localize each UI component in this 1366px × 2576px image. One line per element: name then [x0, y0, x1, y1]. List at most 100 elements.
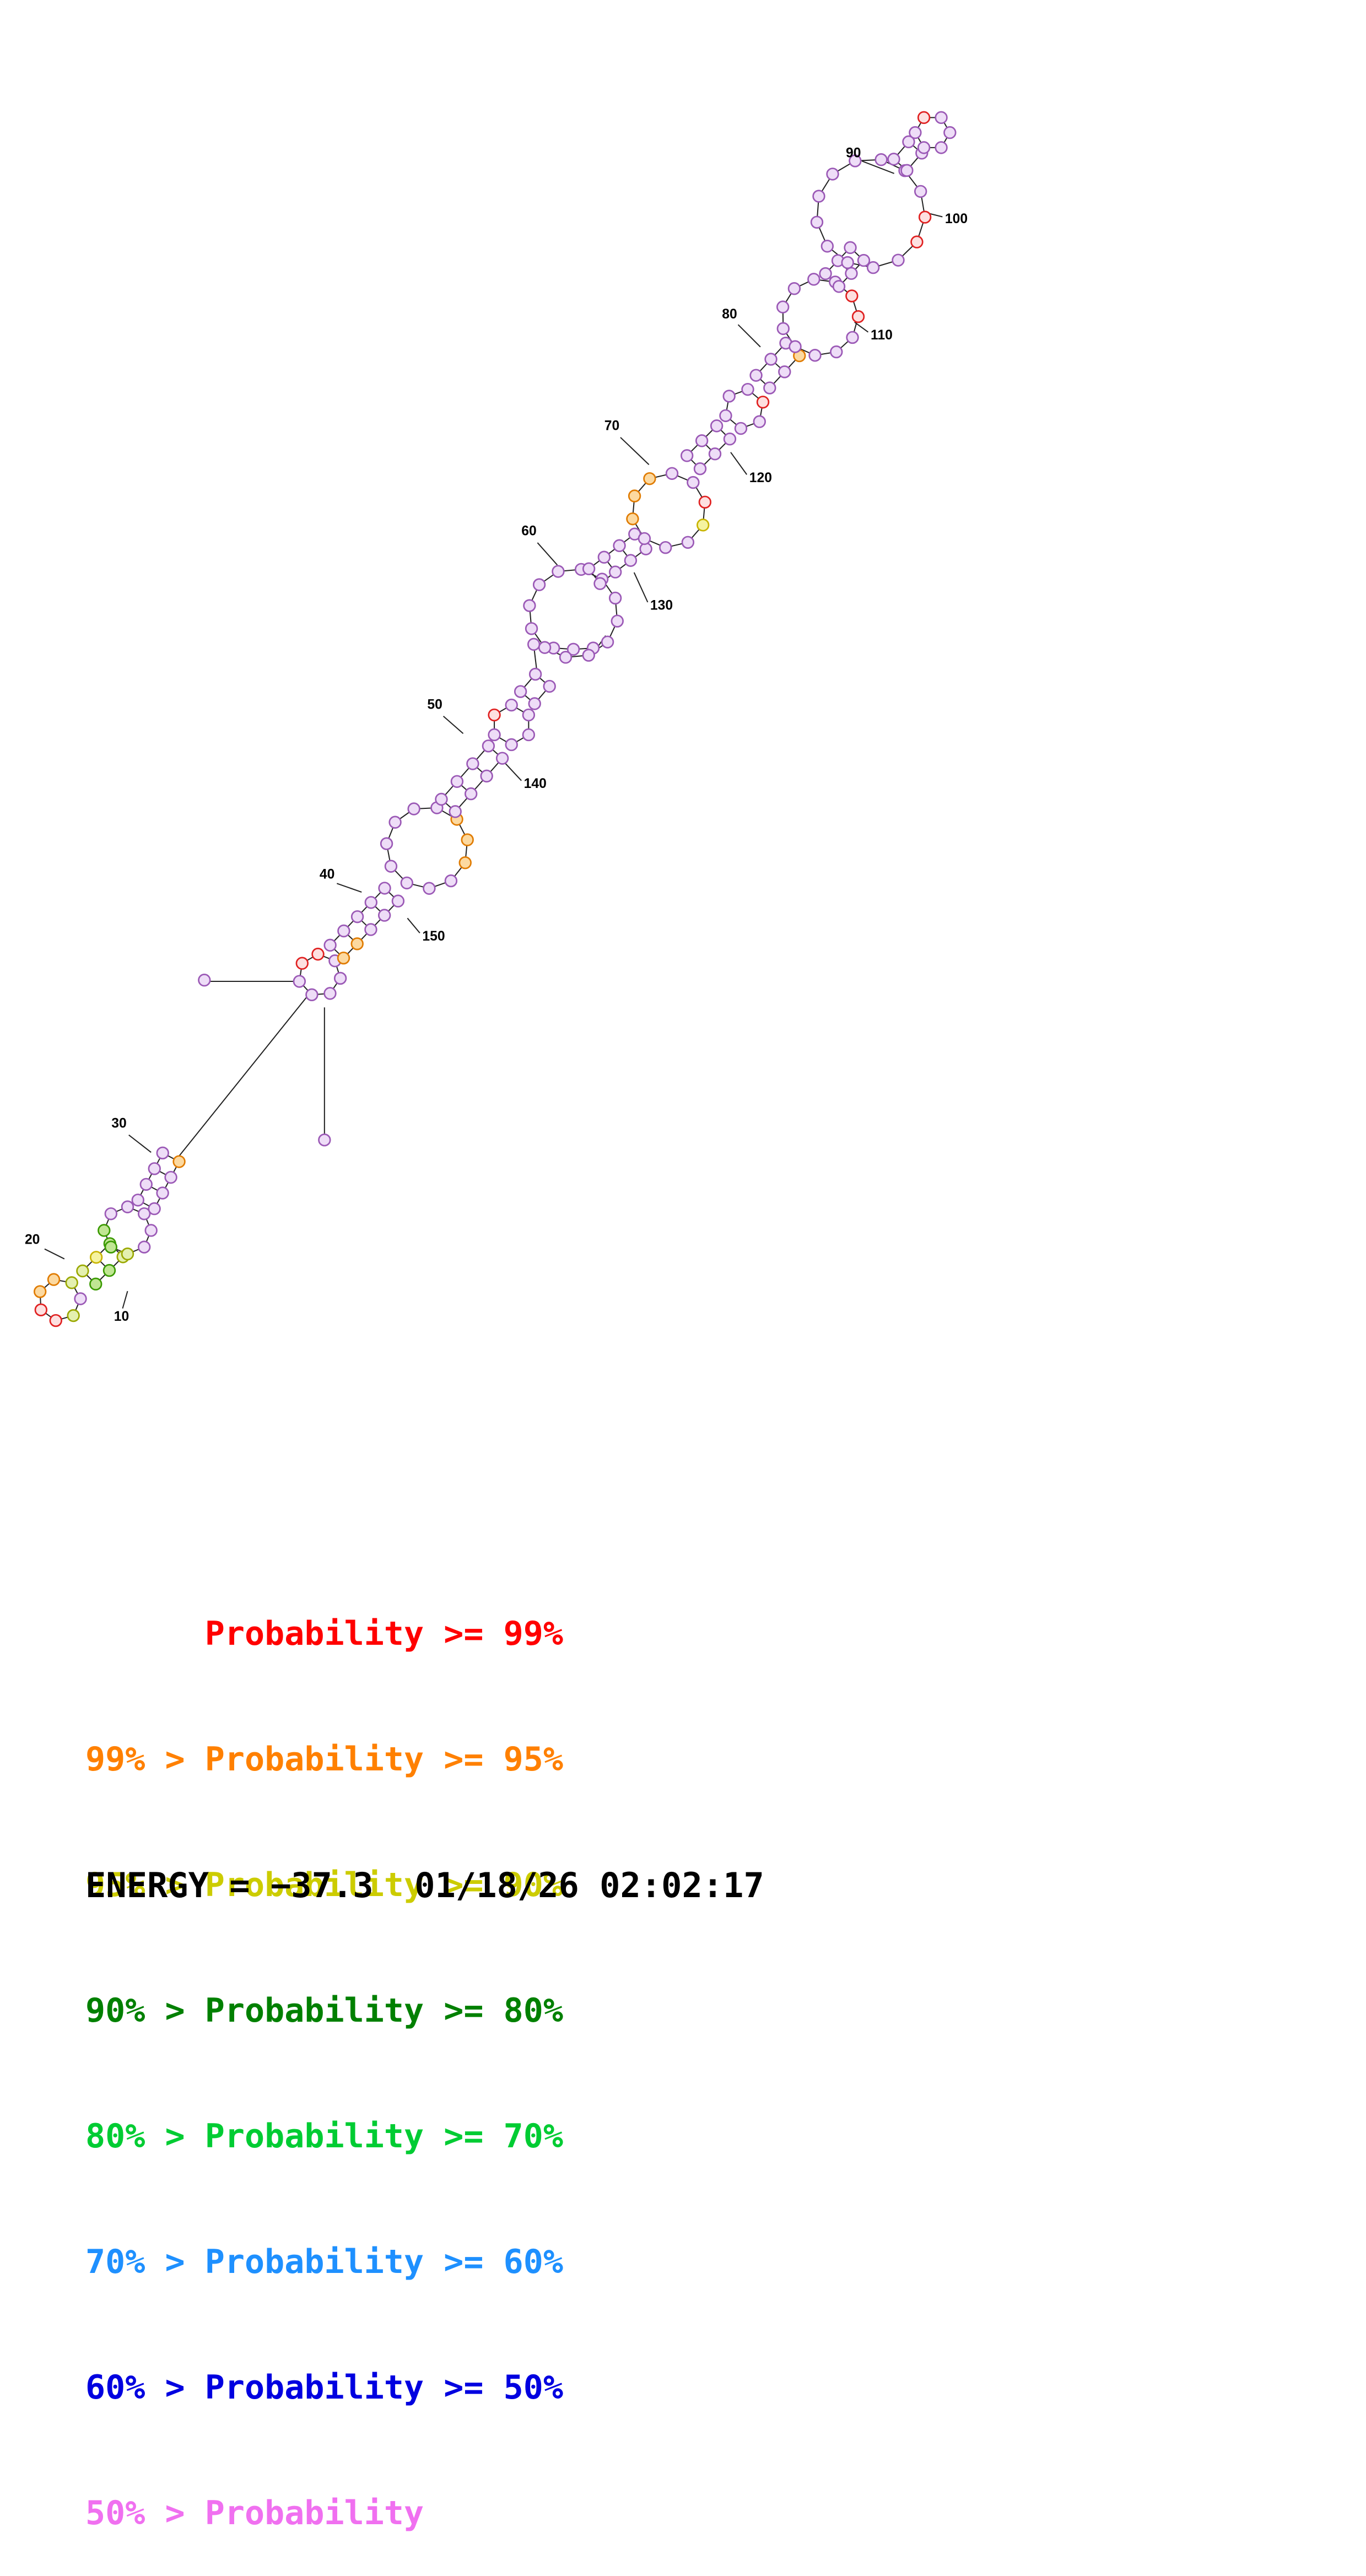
nucleotide-green-icon: [104, 1240, 117, 1254]
nucleotide-p-icon: [887, 153, 900, 166]
nucleotide-p-icon: [789, 340, 802, 353]
nucleotide-p-icon: [723, 433, 737, 446]
position-label: 60: [521, 523, 536, 538]
nucleotide-p-icon: [917, 141, 931, 154]
position-label: 50: [427, 697, 442, 712]
nucleotide-p-icon: [681, 536, 695, 549]
nucleotide-p-icon: [543, 679, 556, 693]
backbone-line: [537, 542, 558, 566]
nucleotide-p-icon: [857, 253, 871, 267]
nucleotide-p-icon: [810, 215, 824, 229]
nucleotide-red-icon: [698, 495, 712, 509]
nucleotide-p-icon: [514, 685, 527, 698]
position-label: 120: [749, 471, 772, 485]
nucleotide-p-icon: [665, 467, 679, 480]
nucleotide-orange-icon: [350, 937, 364, 951]
nucleotide-p-icon: [611, 614, 624, 628]
legend-line-80: 90% > Probability >= 80%: [85, 1991, 563, 2030]
nucleotide-p-icon: [305, 988, 318, 1002]
nucleotide-p-icon: [601, 635, 614, 649]
nucleotide-p-icon: [597, 550, 611, 564]
nucleotide-p-icon: [693, 462, 707, 476]
nucleotide-p-icon: [435, 792, 448, 806]
position-label: 130: [650, 598, 673, 613]
position-label: 10: [114, 1309, 129, 1324]
nucleotide-p-icon: [350, 910, 364, 924]
nucleotide-p-icon: [710, 419, 724, 433]
nucleotide-p-icon: [826, 168, 839, 181]
nucleotide-p-icon: [807, 273, 820, 286]
nucleotide-p-icon: [680, 449, 694, 462]
nucleotide-yg-icon: [76, 1264, 89, 1278]
nucleotide-p-icon: [695, 434, 709, 447]
nucleotide-red-icon: [851, 310, 865, 323]
nucleotide-p-icon: [505, 738, 518, 752]
nucleotide-orange-icon: [628, 489, 641, 503]
nucleotide-p-icon: [841, 256, 854, 269]
nucleotide-p-icon: [449, 805, 462, 818]
nucleotide-p-icon: [776, 322, 790, 336]
nucleotide-p-icon: [333, 971, 347, 985]
nucleotide-p-icon: [764, 353, 778, 366]
nucleotide-p-icon: [164, 1170, 177, 1184]
nucleotide-p-icon: [845, 267, 858, 280]
nucleotide-p-icon: [846, 331, 859, 344]
nucleotide-p-icon: [378, 882, 391, 895]
nucleotide-p-icon: [741, 382, 754, 396]
nucleotide-p-icon: [613, 539, 626, 552]
backbone-line: [44, 1248, 65, 1260]
nucleotide-p-icon: [144, 1224, 158, 1237]
nucleotide-p-icon: [323, 938, 337, 952]
nucleotide-red-icon: [311, 947, 325, 961]
nucleotide-p-icon: [380, 837, 393, 850]
legend-line-60: 70% > Probability >= 60%: [85, 2243, 563, 2281]
backbone-line: [442, 715, 464, 735]
backbone-line: [620, 437, 650, 466]
nucleotide-orange-icon: [643, 472, 656, 485]
nucleotide-p-icon: [902, 135, 915, 149]
nucleotide-p-icon: [687, 476, 700, 489]
position-label: 140: [524, 776, 547, 791]
nucleotide-p-icon: [423, 882, 436, 895]
nucleotide-p-icon: [830, 345, 843, 359]
nucleotide-p-icon: [708, 447, 722, 461]
nucleotide-p-icon: [532, 578, 546, 591]
position-labels: 10 20 30 40 50 60 70 80 90 100 110 120 130 140 150: [25, 146, 968, 1325]
nucleotide-p-icon: [74, 1292, 87, 1305]
nucleotide-green-icon: [98, 1224, 111, 1237]
nucleotide-orange-icon: [461, 833, 474, 846]
legend-line-50: 60% > Probability >= 50%: [85, 2368, 563, 2407]
nucleotide-p-icon: [450, 775, 464, 788]
nucleotide-p-icon: [388, 816, 402, 829]
nucleotide-p-icon: [528, 667, 542, 681]
nucleotide-p-icon: [139, 1178, 153, 1191]
nucleotide-p-icon: [138, 1240, 151, 1254]
position-label: 40: [320, 867, 334, 882]
nucleotide-yellow-icon: [697, 519, 710, 532]
nucleotide-p-icon: [505, 698, 518, 712]
nucleotide-red-icon: [49, 1314, 62, 1327]
nucleotide-p-icon: [819, 267, 832, 280]
nucleotide-red-icon: [910, 235, 924, 249]
nucleotide-orange-icon: [33, 1285, 47, 1298]
nucleotide-orange-icon: [337, 951, 350, 965]
backbone-line: [730, 452, 748, 475]
nucleotide-green-icon: [102, 1263, 116, 1277]
backbone-line: [122, 1290, 128, 1309]
nucleotide-p-icon: [776, 300, 790, 314]
position-label: 100: [945, 212, 968, 226]
nucleotide-p-icon: [624, 554, 638, 567]
nucleotide-p-icon: [638, 532, 651, 546]
nucleotide-p-icon: [844, 241, 857, 255]
legend-line-99: Probability >= 99%: [85, 1614, 563, 1653]
nucleotide-yg-icon: [65, 1276, 78, 1289]
nucleotide-orange-icon: [172, 1155, 186, 1168]
nucleotide-orange-icon: [626, 512, 639, 526]
backbone-line: [336, 883, 362, 893]
nucleotide-p-icon: [808, 349, 822, 362]
nucleotide-green-icon: [89, 1277, 102, 1291]
backbone-line: [854, 321, 869, 333]
nucleotide-p-icon: [138, 1207, 151, 1221]
nucleotide-red-icon: [756, 396, 770, 409]
nucleotide-p-icon: [337, 924, 350, 938]
